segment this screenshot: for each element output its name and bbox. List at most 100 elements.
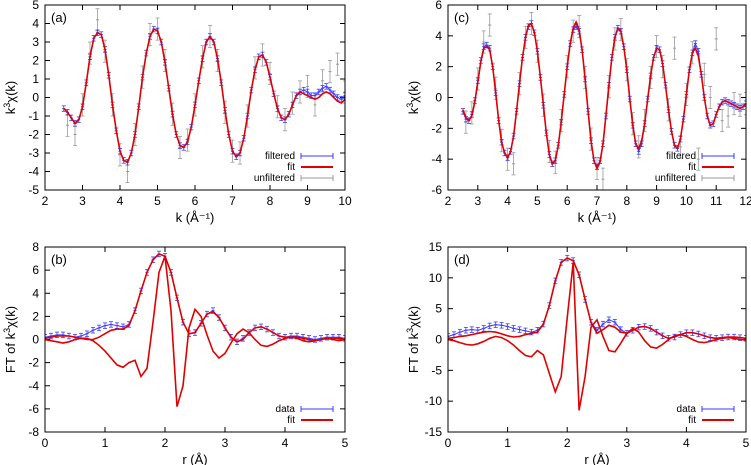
x-tick-label: 5 — [743, 436, 750, 450]
panel-label: (a) — [51, 10, 67, 25]
legend-label: fit — [287, 162, 295, 173]
x-tick-label: 9 — [304, 194, 311, 208]
x-tick-label: 2 — [42, 194, 49, 208]
x-tick-label: 3 — [79, 194, 86, 208]
x-tick-label: 5 — [534, 194, 541, 208]
y-tick-label: 2 — [435, 60, 442, 74]
y-tick-label: -3 — [28, 146, 39, 160]
y-axis-label-main: k — [406, 107, 421, 114]
series-line — [448, 257, 746, 339]
y-axis-label-rest: χ(k) — [406, 306, 421, 328]
x-tick-label: 3 — [623, 436, 630, 450]
series-fit — [63, 28, 345, 164]
y-axis-label-main: FT of k — [406, 332, 421, 373]
legend-label: data — [677, 404, 697, 415]
x-tick-label: 2 — [445, 194, 452, 208]
x-tick-label: 4 — [282, 436, 289, 450]
x-tick-label: 1 — [504, 436, 511, 450]
y-tick-label: 0 — [435, 91, 442, 105]
x-tick-label: 10 — [338, 194, 352, 208]
x-tick-label: 5 — [154, 194, 161, 208]
x-tick-label: 2 — [162, 436, 169, 450]
series-fit — [448, 257, 746, 340]
y-tick-label: 5 — [32, 0, 39, 12]
x-tick-label: 4 — [683, 436, 690, 450]
panel-label: (d) — [454, 252, 470, 267]
x-axis-label: k (Å⁻¹) — [176, 210, 215, 225]
axes-frame — [447, 4, 747, 191]
x-tick-label: 8 — [267, 194, 274, 208]
y-tick-label: 4 — [32, 286, 39, 300]
x-tick-label: 3 — [222, 436, 229, 450]
x-tick-label: 8 — [623, 194, 630, 208]
axes-frame — [447, 246, 747, 433]
x-tick-label: 10 — [680, 194, 694, 208]
x-tick-label: 6 — [564, 194, 571, 208]
y-axis-label-main: k — [3, 107, 18, 114]
y-tick-label: 0 — [435, 333, 442, 347]
x-tick-label: 12 — [739, 194, 751, 208]
x-tick-label: 3 — [474, 194, 481, 208]
y-tick-label: 10 — [429, 271, 443, 285]
y-tick-label: -1 — [28, 109, 39, 123]
x-tick-label: 0 — [445, 436, 452, 450]
series-fit-imag — [45, 256, 345, 407]
panel-label: (b) — [51, 252, 67, 267]
y-tick-label: -4 — [28, 379, 39, 393]
y-axis-label: k3χ(k) — [405, 81, 421, 115]
y-tick-label: 2 — [32, 309, 39, 323]
y-tick-label: 3 — [32, 35, 39, 49]
y-axis-label-sup: 3 — [405, 328, 415, 333]
x-tick-label: 11 — [710, 194, 723, 208]
y-tick-label: -2 — [28, 356, 39, 370]
series-line — [448, 257, 746, 340]
y-tick-label: 6 — [32, 263, 39, 277]
y-tick-label: -5 — [431, 363, 442, 377]
series-data — [448, 254, 746, 342]
x-tick-label: 2 — [564, 436, 571, 450]
plot-area — [460, 11, 746, 190]
y-tick-label: 0 — [32, 333, 39, 347]
y-tick-label: 1 — [32, 72, 39, 86]
y-tick-label: 4 — [32, 17, 39, 31]
x-tick-label: 9 — [653, 194, 660, 208]
y-tick-label: -15 — [425, 425, 443, 439]
y-axis-label-rest: χ(k) — [406, 81, 421, 103]
series-unfiltered — [65, 8, 345, 184]
series-line — [63, 28, 345, 164]
axes-frame — [44, 246, 346, 433]
legend-label: filtered — [666, 151, 696, 162]
y-tick-label: -6 — [431, 183, 442, 197]
y-tick-label: 4 — [435, 29, 442, 43]
y-axis-label: FT of k3χ(k) — [405, 306, 421, 373]
y-axis-label-sup: 3 — [2, 103, 12, 108]
legend-label: fit — [688, 415, 696, 426]
plot-area — [448, 254, 746, 411]
y-tick-label: -8 — [28, 425, 39, 439]
y-axis-label-rest: χ(k) — [3, 81, 18, 103]
legend-label: fit — [688, 162, 696, 173]
legend-label: unfiltered — [655, 173, 696, 184]
panel-label: (c) — [454, 10, 469, 25]
y-tick-label: -10 — [425, 394, 443, 408]
series-fit — [45, 252, 345, 343]
y-tick-label: -2 — [431, 121, 442, 135]
y-tick-label: -2 — [28, 128, 39, 142]
y-axis-label-rest: χ(k) — [3, 306, 18, 328]
y-tick-label: 15 — [429, 240, 443, 254]
series-line — [45, 253, 345, 343]
x-axis-label: r (Å) — [584, 452, 609, 465]
plot-area — [45, 250, 345, 407]
x-axis-label: k (Å⁻¹) — [578, 210, 617, 225]
x-tick-label: 1 — [102, 436, 109, 450]
series-filtered — [460, 20, 746, 171]
series-line — [45, 252, 345, 343]
